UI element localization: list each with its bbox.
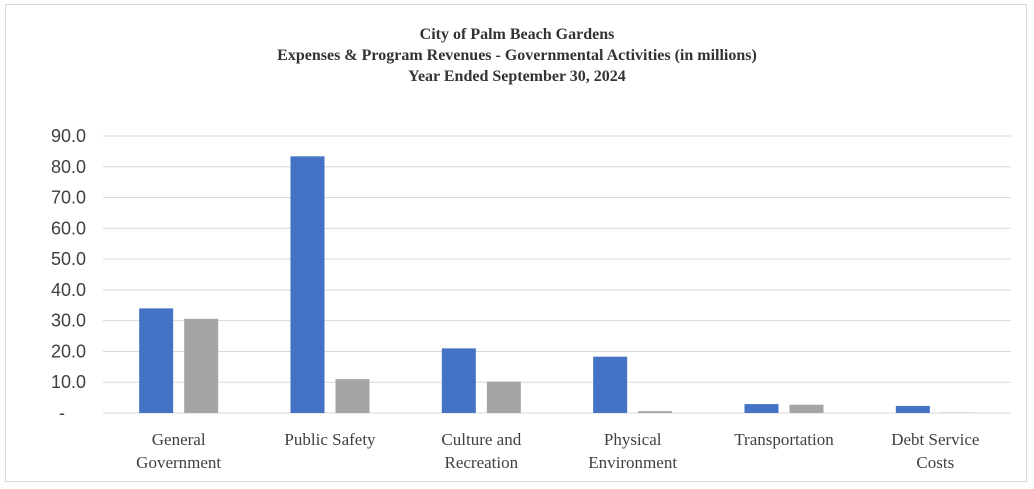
bar-series-2-cat-3 [486,381,521,413]
bar-series-1-cat-2 [290,156,325,413]
y-tick-label: 20.0 [51,341,86,361]
y-tick-label: 10.0 [51,372,86,392]
x-tick-label: Transportation [734,430,834,449]
chart-title-line-3: Year Ended September 30, 2024 [408,68,626,85]
bar-series-1-cat-3 [441,348,476,413]
y-tick-label: 80.0 [51,157,86,177]
chart-container: City of Palm Beach Gardens Expenses & Pro… [5,4,1027,482]
x-tick-label: Environment [588,453,677,472]
x-tick-label: Recreation [445,453,519,472]
chart-title-line-2: Expenses & Program Revenues - Government… [277,47,757,64]
x-tick-label: Physical [604,430,662,449]
x-tick-label: General [152,430,206,449]
bar-series-1-cat-5 [744,404,779,413]
bar-chart: City of Palm Beach Gardens Expenses & Pro… [51,26,1011,472]
bar-series-2-cat-5 [789,404,824,413]
y-tick-label: 70.0 [51,188,86,208]
x-tick-label: Debt Service [891,430,979,449]
bar-series-2-cat-1 [184,318,219,413]
chart-title-line-1: City of Palm Beach Gardens [420,26,615,43]
bar-series-1-cat-4 [593,356,628,413]
x-tick-label: Public Safety [284,430,376,449]
x-tick-label: Culture and [441,430,521,449]
y-tick-label: 30.0 [51,311,86,331]
y-tick-label: 50.0 [51,249,86,269]
bar-series-1-cat-6 [895,405,930,413]
bar-series-2-cat-2 [335,379,370,413]
y-tick-label: - [59,403,65,423]
x-tick-label: Government [136,453,221,472]
bar-series-1-cat-1 [139,308,174,413]
y-tick-label: 40.0 [51,280,86,300]
bar-series-2-cat-4 [638,411,673,413]
y-tick-label: 90.0 [51,126,86,146]
x-tick-label: Costs [916,453,954,472]
y-tick-label: 60.0 [51,218,86,238]
